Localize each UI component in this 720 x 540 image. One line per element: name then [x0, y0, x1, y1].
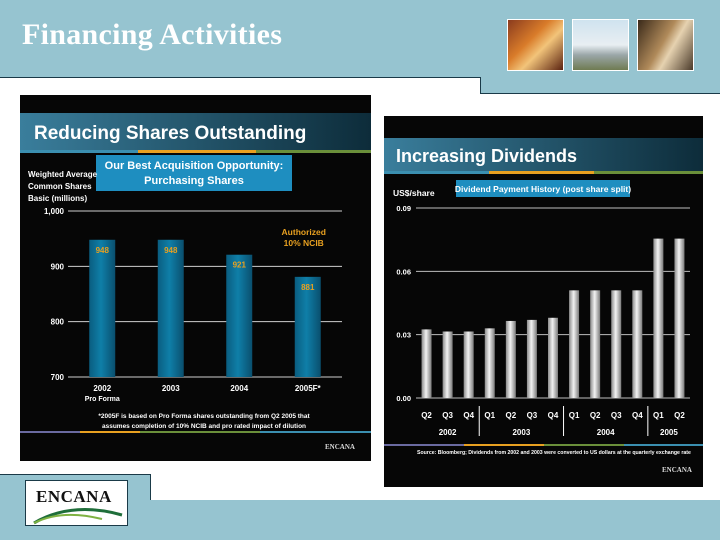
bar [526, 319, 537, 398]
x-tick-label: Q4 [463, 411, 474, 420]
data-label: 921 [233, 261, 247, 270]
x-tick-label: Q4 [632, 411, 643, 420]
x-tick-label: 2005F* [295, 384, 322, 393]
accent-strip [464, 444, 544, 446]
x-tick-label: 2004 [230, 384, 248, 393]
chart-title-bar [20, 113, 371, 151]
x-tick-label: Q1 [653, 411, 664, 420]
bar [294, 276, 321, 377]
callout-text: Dividend Payment History (post share spl… [455, 184, 631, 194]
logo-swoosh-icon [33, 508, 123, 525]
annotation-text: Authorized [282, 227, 326, 237]
bar [421, 329, 432, 398]
data-label: 881 [301, 283, 315, 292]
data-label: 948 [164, 246, 178, 255]
group-label: 2005 [660, 428, 678, 437]
accent-strip [140, 431, 260, 433]
x-tick-label: 2002 [93, 384, 111, 393]
bar [569, 290, 580, 398]
footnote: assumes completion of 10% NCIB and pro r… [102, 423, 306, 430]
shares-chart: Reducing Shares Outstanding Our Best Acqu… [20, 113, 371, 451]
y-axis-label: Common Shares [28, 182, 92, 191]
logo-wordmark: ENCANA [36, 487, 112, 506]
x-tick-label: Q2 [506, 411, 517, 420]
header-photo-strip [507, 19, 694, 71]
y-tick-label: 1,000 [44, 207, 65, 216]
bar [590, 290, 601, 398]
accent-strip [80, 431, 140, 433]
callout-line: Our Best Acquisition Opportunity: [105, 160, 284, 172]
group-label: 2002 [439, 428, 457, 437]
brand-mark: ENCANA [325, 443, 355, 451]
source-note: Source: Bloomberg; Dividends from 2002 a… [417, 450, 691, 456]
accent-strip [20, 150, 138, 153]
footnote: *2005F is based on Pro Forma shares outs… [98, 413, 310, 420]
accent-strip [489, 171, 594, 174]
x-tick-label: Q3 [611, 411, 622, 420]
encana-logo: ENCANA [25, 480, 128, 526]
bar [548, 317, 558, 398]
y-tick-label: 700 [51, 373, 65, 382]
x-tick-label: Q1 [569, 411, 580, 420]
group-label: 2004 [597, 428, 615, 437]
callout-line: Purchasing Shares [144, 175, 244, 187]
y-axis-label: Weighted Average [28, 170, 98, 179]
bar [89, 239, 116, 377]
callout-box [456, 180, 630, 197]
bar [226, 254, 253, 377]
x-tick-label: Q2 [421, 411, 432, 420]
bar [674, 238, 685, 398]
accent-strip [384, 444, 464, 446]
header-band-tab [480, 77, 720, 94]
y-tick-label: 0.09 [396, 204, 411, 213]
y-tick-label: 800 [51, 318, 65, 327]
accent-strip [256, 150, 371, 153]
bar [484, 328, 495, 398]
brand-mark: ENCANA [662, 466, 692, 474]
y-tick-label: 0.06 [396, 267, 411, 276]
accent-strip [260, 431, 371, 433]
y-axis-label: Basic (millions) [28, 194, 87, 203]
shares-chart-panel: Reducing Shares Outstanding Our Best Acqu… [20, 95, 371, 461]
bar [463, 331, 474, 398]
group-label: 2003 [512, 428, 530, 437]
x-tick-label: Q4 [548, 411, 559, 420]
y-tick-label: 0.03 [396, 331, 411, 340]
bar [157, 239, 184, 377]
x-tick-sublabel: Pro Forma [85, 396, 120, 403]
x-tick-label: Q1 [484, 411, 495, 420]
chart-title-bar [384, 138, 703, 172]
accent-strip [624, 444, 703, 446]
workers-photo [507, 19, 564, 71]
stairs-photo [637, 19, 694, 71]
header-divider [0, 77, 481, 78]
y-tick-label: 900 [51, 262, 65, 271]
slide-title: Financing Activities [22, 18, 283, 51]
chart-title: Increasing Dividends [396, 146, 577, 166]
x-tick-label: Q3 [442, 411, 453, 420]
accent-strip [594, 171, 703, 174]
annotation-text: 10% NCIB [284, 238, 324, 248]
accent-strip [544, 444, 624, 446]
dividends-chart-panel: Increasing Dividends Dividend Payment His… [384, 116, 703, 487]
bar [653, 238, 664, 398]
accent-strip [138, 150, 256, 153]
data-label: 948 [96, 246, 110, 255]
x-tick-label: Q3 [527, 411, 538, 420]
y-tick-label: 0.00 [396, 394, 411, 403]
dividends-chart: Increasing Dividends Dividend Payment His… [384, 138, 703, 474]
chart-title: Reducing Shares Outstanding [34, 123, 306, 144]
x-tick-label: Q2 [674, 411, 685, 420]
bar [442, 331, 453, 398]
y-axis-label: US$/share [393, 188, 435, 198]
bar [632, 290, 643, 398]
bar [505, 320, 516, 398]
callout-box [96, 155, 292, 191]
accent-strip [20, 431, 80, 433]
accent-strip [384, 171, 489, 174]
tower-photo [572, 19, 629, 71]
x-tick-label: Q2 [590, 411, 601, 420]
x-tick-label: 2003 [162, 384, 180, 393]
bar [611, 290, 622, 398]
